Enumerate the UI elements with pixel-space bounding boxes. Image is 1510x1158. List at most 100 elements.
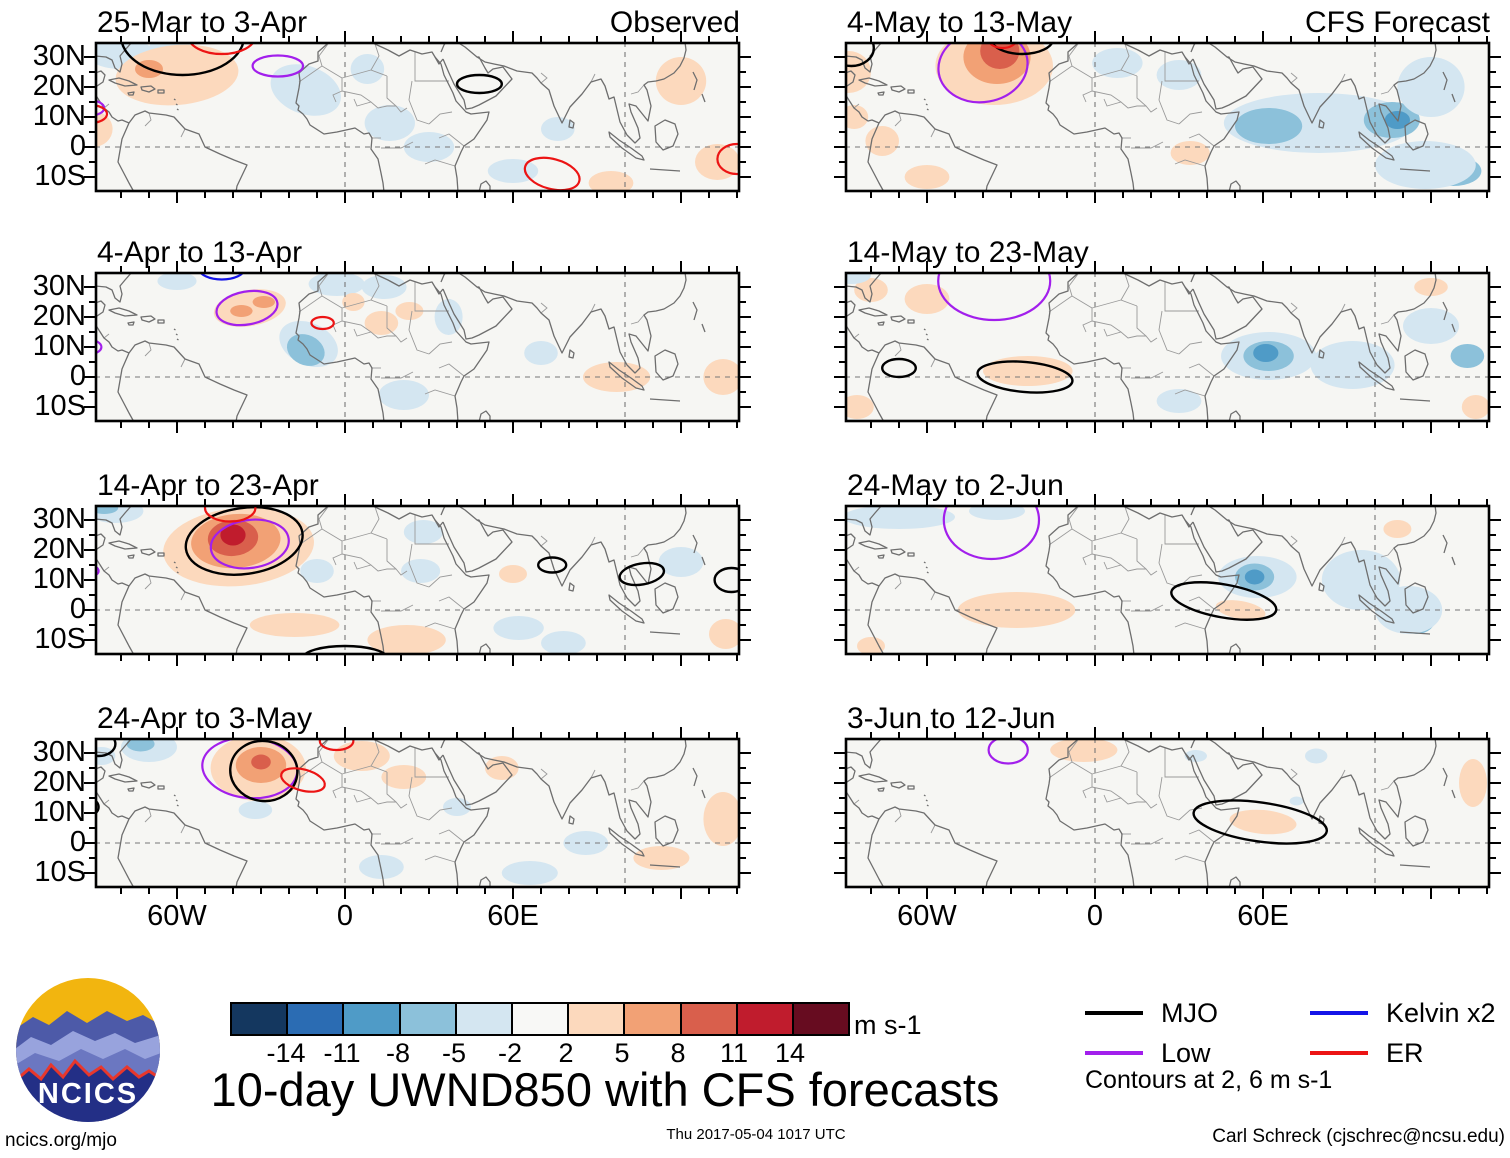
colorbar-cell	[456, 1004, 513, 1034]
x-axis-label: 60W	[897, 900, 957, 932]
colorbar-labels: -14 -11 -8 -5 -2 2 5 8 11 14	[230, 1038, 846, 1068]
axis-ticks	[834, 261, 1501, 433]
colorbar-tick-label: 14	[774, 1038, 806, 1068]
panel-frame	[94, 737, 741, 889]
panel-frame	[94, 271, 741, 423]
colorbar-tick-label: -2	[497, 1038, 522, 1068]
mjo-line-swatch	[1085, 1011, 1143, 1015]
colorbar-tick-label: 5	[614, 1038, 630, 1068]
country-borders	[853, 506, 1395, 630]
panel-frame	[844, 504, 1491, 656]
panel-title: 14-May to 23-May	[847, 236, 1089, 269]
y-axis-label: 0	[69, 130, 86, 162]
anomaly-shading	[95, 42, 740, 192]
country-borders	[853, 43, 1395, 167]
country-borders	[853, 739, 1395, 863]
colorbar-tick-label: 2	[558, 1038, 574, 1068]
map-panel-forecast-4: 3-Jun to 12-Jun	[834, 702, 1501, 899]
panel-frame	[94, 504, 741, 656]
map-layers	[95, 272, 740, 422]
panel-title: 4-Apr to 13-Apr	[97, 236, 303, 269]
colorbar-unit: m s-1	[854, 1010, 922, 1040]
timestamp: Thu 2017-05-04 1017 UTC	[666, 1126, 846, 1143]
gridlines	[95, 505, 740, 655]
legend-label: ER	[1386, 1038, 1424, 1068]
y-axis-label: 10N	[32, 330, 86, 362]
legend-label: Kelvin x2	[1386, 998, 1496, 1028]
axis-ticks	[834, 727, 1501, 899]
x-axis-label: 60W	[147, 900, 207, 932]
colorbar-cell	[512, 1004, 570, 1034]
wave-contours	[987, 738, 1329, 845]
gridlines	[845, 738, 1490, 888]
coastlines	[845, 505, 1456, 655]
y-axis-label: 0	[69, 593, 86, 625]
colorbar-cell	[288, 1004, 345, 1034]
panel-title: 3-Jun to 12-Jun	[847, 702, 1056, 735]
panel-title: 4-May to 13-May	[847, 6, 1073, 39]
axis-ticks	[834, 494, 1501, 666]
map-panel-forecast-2: 14-May to 23-May	[834, 236, 1501, 433]
map-layers	[95, 505, 740, 655]
panel-title: 24-May to 2-Jun	[847, 469, 1064, 502]
panel-corner-label: Observed	[609, 6, 740, 39]
colorbar-tick-label: 11	[719, 1038, 749, 1068]
colorbar	[230, 1002, 850, 1036]
gridlines	[845, 505, 1490, 655]
map-panel-observed-3: 14-Apr to 23-Apr	[84, 469, 751, 666]
axis-ticks	[84, 31, 751, 203]
map-panel-forecast-1: 4-May to 13-May CFS Forecast	[834, 6, 1501, 203]
colorbar-tick-label: -8	[385, 1038, 410, 1068]
wave-contours	[881, 272, 1074, 394]
map-panel-observed-4: 24-Apr to 3-May	[84, 702, 751, 899]
map-layers	[845, 505, 1490, 655]
gridlines	[845, 272, 1490, 422]
map-layers	[95, 738, 740, 888]
logo-base	[16, 1061, 160, 1122]
coastlines	[95, 505, 706, 655]
coastlines	[95, 272, 706, 422]
colorbar-cell	[681, 1004, 738, 1034]
anomaly-map	[834, 727, 1501, 899]
colorbar-cell	[793, 1004, 849, 1034]
y-axis-label: 0	[69, 360, 86, 392]
panel-frame	[844, 41, 1491, 193]
anomaly-shading	[95, 505, 740, 655]
map-layers	[845, 738, 1490, 888]
panel-frame	[94, 41, 741, 193]
colorbar-tick-label: -11	[323, 1038, 361, 1068]
x-axis-label: 60E	[1237, 900, 1289, 932]
gridlines	[845, 42, 1490, 192]
coastlines	[845, 272, 1456, 422]
map-panel-observed-2: 4-Apr to 13-Apr	[84, 236, 751, 433]
er-line-swatch	[1310, 1051, 1368, 1055]
logo-red-ridge	[16, 1058, 160, 1083]
axis-ticks	[84, 261, 751, 433]
colorbar-tick-label: -5	[441, 1038, 466, 1068]
anomaly-map	[84, 31, 751, 203]
kelvin-line-swatch	[1310, 1011, 1368, 1015]
colorbar-cell	[344, 1004, 401, 1034]
logo-text: NCICS	[38, 1078, 138, 1110]
wave-contours	[95, 42, 740, 192]
panel-frame	[844, 737, 1491, 889]
y-axis-label: 0	[69, 826, 86, 858]
country-borders	[853, 273, 1395, 397]
coastlines	[95, 42, 706, 192]
gridlines	[95, 42, 740, 192]
colorbar-cell	[737, 1004, 794, 1034]
anomaly-map	[834, 494, 1501, 666]
legend-label: Low	[1161, 1038, 1211, 1068]
panel-title: 14-Apr to 23-Apr	[97, 469, 319, 502]
axis-ticks	[84, 727, 751, 899]
country-borders	[103, 506, 645, 630]
y-axis-label: 10N	[32, 100, 86, 132]
legend-label: MJO	[1161, 998, 1218, 1028]
anomaly-map	[834, 31, 1501, 203]
y-axis-label: 30N	[32, 736, 86, 768]
colorbar-tick-label: 8	[670, 1038, 686, 1068]
wave-contours	[95, 272, 335, 355]
anomaly-shading	[845, 272, 1490, 419]
anomaly-map	[834, 261, 1501, 433]
x-axis-label: 60E	[487, 900, 539, 932]
